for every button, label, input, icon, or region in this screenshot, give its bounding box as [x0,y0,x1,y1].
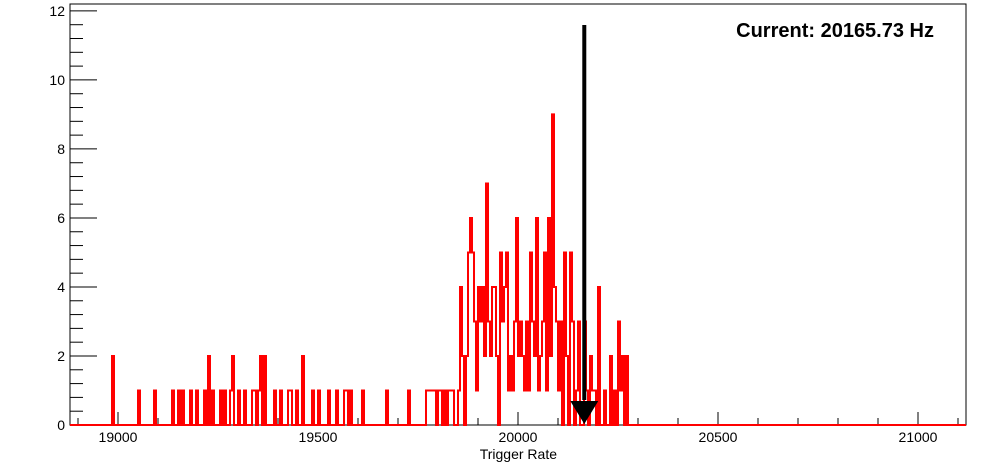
y-tick-label: 12 [49,3,65,19]
y-axis: 0 2 4 6 8 10 12 [49,3,97,433]
x-axis-title: Trigger Rate [480,446,558,462]
y-tick-label: 8 [57,141,65,157]
marker-arrowhead [570,401,599,424]
x-tick-label: 21000 [899,429,938,445]
current-rate-label: Current: 20165.73 Hz [736,20,934,42]
x-tick-label: 20500 [699,429,738,445]
y-tick-label: 0 [57,417,65,433]
histogram-series [70,113,966,426]
x-axis: 19000 19500 20000 20500 21000 [77,412,959,445]
plot-frame [69,3,967,426]
y-tick-label: 2 [57,348,65,364]
histogram-line [70,113,966,426]
y-tick-label: 4 [57,279,65,295]
x-tick-label: 19000 [99,429,138,445]
y-tick-label: 6 [57,210,65,226]
x-tick-label: 20000 [499,429,538,445]
x-tick-label: 19500 [299,429,338,445]
y-tick-label: 10 [49,72,65,88]
current-rate-marker [570,25,599,424]
